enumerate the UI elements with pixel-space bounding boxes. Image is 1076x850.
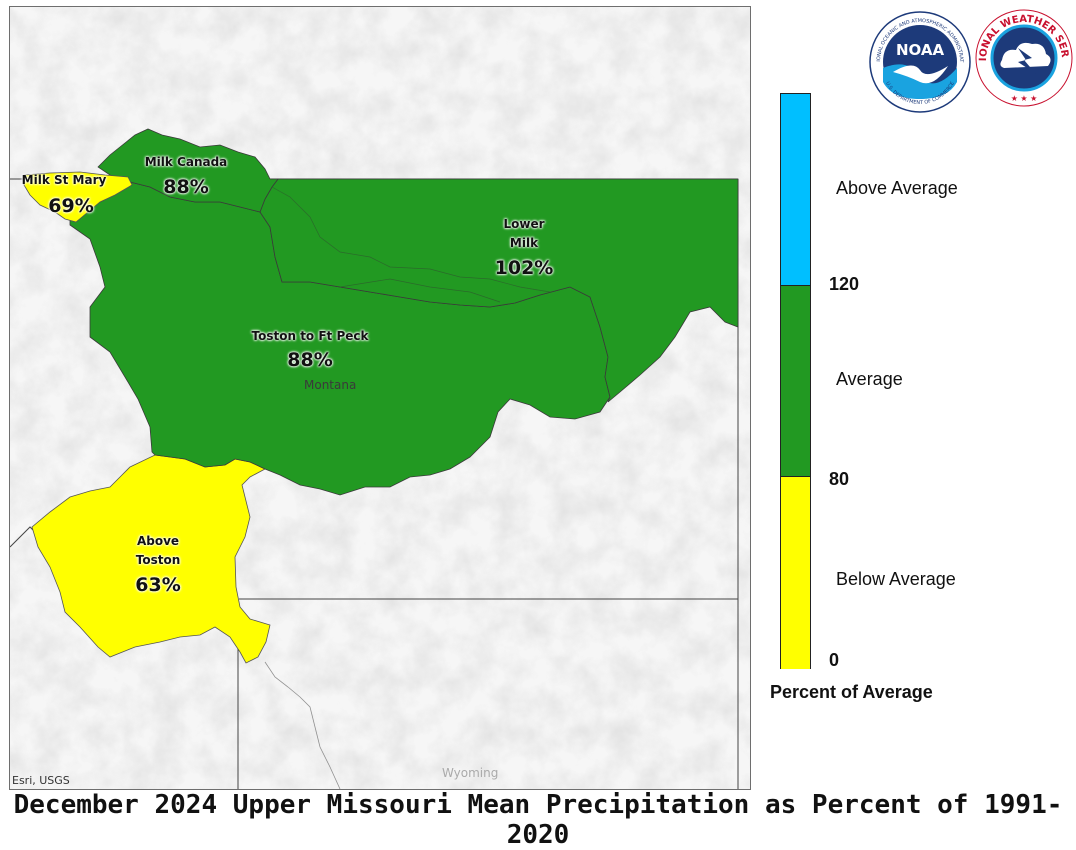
map-caption: December 2024 Upper Missouri Mean Precip… — [13, 790, 1063, 850]
region-milk-st-mary[interactable] — [23, 171, 133, 223]
region-label-toston-ft-peck: Toston to Ft Peck — [251, 329, 369, 343]
region-label-lower-milk-line1: Lower — [503, 217, 545, 231]
region-percent-above-toston: 63% — [135, 574, 181, 596]
region-label-milk-st-mary: Milk St Mary — [21, 173, 107, 187]
rivers — [264, 661, 341, 789]
region-label-lower-milk-line2: Milk — [509, 236, 539, 250]
legend-swatch-below-average — [781, 476, 810, 669]
region-percent-toston-ft-peck: 88% — [287, 349, 333, 371]
region-percent-milk-st-mary: 69% — [48, 195, 94, 217]
region-lower-milk[interactable] — [259, 178, 739, 403]
state-label-wyoming: Wyoming — [442, 766, 499, 780]
sub-basin-lines — [271, 186, 551, 303]
legend-break-0: 0 — [829, 650, 840, 670]
region-milk-canada[interactable] — [97, 128, 279, 213]
legend-color-bar — [780, 93, 811, 669]
legend-swatch-above-average — [781, 94, 810, 285]
noaa-logo-text: NOAA — [896, 41, 945, 59]
legend-label-above-average: Above Average — [836, 178, 958, 198]
legend-label-average: Average — [836, 369, 903, 389]
legend-swatch-average — [781, 285, 810, 477]
region-percent-milk-canada: 88% — [163, 176, 209, 198]
region-label-milk-canada: Milk Canada — [144, 155, 228, 169]
nws-logo: NATIONAL WEATHER SERVICE ★ ★ ★ — [970, 0, 1074, 108]
legend-break-120: 120 — [829, 274, 860, 294]
basemap-credit: Esri, USGS — [12, 774, 70, 787]
state-label-montana: Montana — [304, 378, 357, 392]
map-canvas — [10, 7, 750, 789]
noaa-logo: NOAA NATIONAL OCEANIC AND ATMOSPHERIC AD… — [865, 6, 972, 114]
svg-text:★ ★ ★: ★ ★ ★ — [1011, 94, 1038, 103]
region-label-above-toston-line2: Toston — [135, 553, 181, 567]
region-label-above-toston-line1: Above — [136, 534, 180, 548]
legend-break-80: 80 — [829, 469, 850, 489]
legend-title: Percent of Average — [770, 682, 933, 702]
region-percent-lower-milk: 102% — [494, 257, 554, 279]
legend-label-below-average: Below Average — [836, 569, 956, 589]
map-panel: Milk Canada 88% Milk St Mary 69% Lower M… — [9, 6, 751, 790]
